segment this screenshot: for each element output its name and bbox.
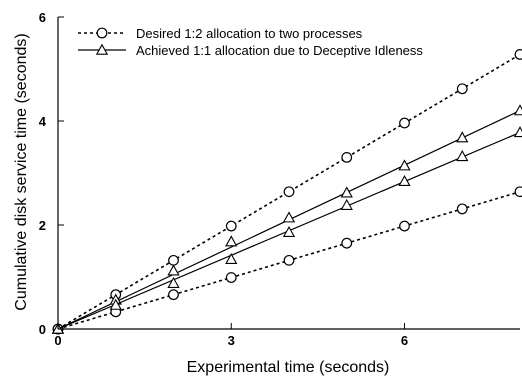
legend-circle-marker: [96, 27, 108, 39]
series-2-point: [514, 186, 522, 198]
plot-area: [51, 49, 522, 335]
y-tick-label: 0: [39, 322, 46, 337]
series-2-point: [168, 289, 179, 301]
series-3-point: [167, 264, 180, 276]
axes: 0 3 6 0 2 4 6: [39, 10, 520, 348]
x-tick-label: 0: [54, 333, 61, 348]
x-tick-label: 3: [228, 333, 235, 348]
series-4-point: [167, 276, 180, 288]
series-2-point: [456, 203, 468, 215]
series-4-point: [109, 298, 122, 310]
series-1-point: [456, 83, 468, 95]
x-axis-title: Experimental time (seconds): [187, 359, 390, 376]
series-1-point: [514, 49, 522, 60]
series-4-point: [513, 126, 522, 138]
series-2-point: [399, 220, 410, 232]
series-3-point: [282, 211, 296, 223]
series-4-point: [398, 174, 411, 187]
series-1-point: [399, 117, 410, 129]
y-tick-label: 6: [39, 10, 46, 25]
y-tick-label: 4: [39, 114, 47, 129]
x-tick-label: 6: [401, 333, 408, 348]
series-2-point: [283, 254, 295, 266]
series-3-point: [398, 159, 411, 171]
series-3-point: [225, 235, 238, 247]
series-4-point: [225, 252, 238, 265]
y-tick-label: 2: [39, 218, 46, 233]
series-1-point: [283, 186, 295, 198]
series-1-point: [341, 151, 353, 163]
series-2-point: [341, 237, 353, 249]
series-1-point: [225, 220, 237, 232]
series-3-point: [513, 104, 522, 116]
legend-label-1: Desired 1:2 allocation to two processes: [136, 26, 363, 41]
series-4-point: [456, 150, 469, 162]
series-3-point: [456, 131, 469, 143]
y-axis-title: Cumulative disk service time (seconds): [13, 33, 30, 310]
series-3-point: [340, 186, 353, 198]
series-1-point: [168, 254, 179, 266]
series-4-point: [340, 198, 353, 210]
legend-label-2: Achieved 1:1 allocation due to Deceptive…: [136, 43, 423, 58]
legend: Desired 1:2 allocation to two processes A…: [78, 26, 423, 58]
series-2-point: [225, 272, 237, 283]
series-4-point: [282, 225, 296, 237]
legend-triangle-marker: [95, 43, 109, 55]
